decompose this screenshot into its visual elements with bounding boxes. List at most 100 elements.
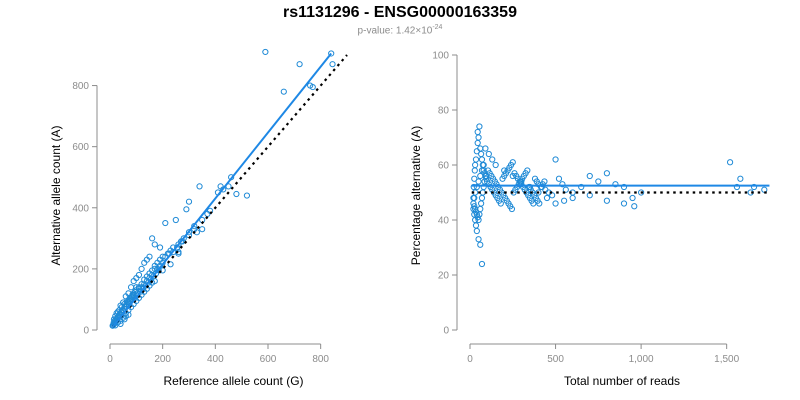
data-point [175,241,182,248]
data-point [552,200,559,207]
y-tick-label: 0 [443,326,449,337]
data-point [162,219,169,227]
data-point [569,194,576,202]
y-tick-label: 60 [438,161,450,172]
data-point [559,181,566,188]
data-point [472,156,480,163]
data-point [185,229,193,236]
data-point [472,222,480,229]
data-point [474,139,481,147]
y-tick-label: 400 [72,203,89,214]
data-point [478,167,486,174]
x-tick-label: 400 [207,354,224,365]
data-point [141,259,148,266]
x-tick-label: 800 [312,354,329,365]
data-point [629,194,636,202]
data-point [535,189,542,196]
data-point [620,183,628,191]
data-point [114,308,122,315]
data-point [726,159,734,166]
data-point [482,145,489,152]
left-scatter-panel: 0 200 400 600 800 0 200 400 600 800 Reference alle… [49,48,348,388]
data-point [185,198,193,205]
data-point [121,316,128,323]
data-point [233,190,240,198]
data-point [509,159,516,166]
data-point [473,183,480,191]
data-point [167,261,174,268]
data-point [586,172,593,180]
data-point [471,203,478,210]
data-point [478,194,486,202]
data-point [555,175,563,182]
data-point [474,128,481,136]
data-point [497,200,504,207]
data-point [475,134,482,141]
data-point [750,183,758,191]
data-point [737,175,744,182]
data-point [480,161,487,169]
data-point [243,192,251,199]
data-point [473,227,480,235]
data-point [112,313,119,320]
data-point [481,178,488,185]
data-point [117,320,124,327]
data-point [478,156,486,163]
data-point [130,278,137,285]
data-point [262,48,269,56]
data-point [172,216,179,224]
data-point [561,197,568,204]
data-point [478,260,486,268]
data-point [603,170,610,177]
data-point [475,236,482,243]
data-point [471,175,478,182]
data-point [477,241,484,248]
data-point [478,200,485,207]
right-scatter-panel: 0 500 1,000 1,500 0 20 40 60 80 100 Total number o… [409,51,770,388]
data-point [109,322,116,329]
chart-title: rs1131296 - ENSG00000163359 [283,4,517,21]
x-tick-label: 0 [107,354,113,365]
data-point [501,167,508,174]
y-tick-label: 200 [72,264,89,275]
data-point [138,265,145,272]
y-tick-label: 40 [438,216,450,227]
data-point [595,178,602,185]
y-tick-label: 800 [72,81,89,92]
data-point [509,172,516,180]
data-point [199,226,206,233]
data-point [612,181,619,188]
data-point [110,316,118,323]
y-tick-label: 20 [438,271,450,282]
data-point [536,200,543,207]
data-point [477,205,484,213]
data-point [471,167,478,174]
data-point [620,200,628,207]
data-point [156,244,164,251]
data-point [127,284,135,291]
data-point [220,186,227,193]
y-tick-label: 600 [72,142,89,153]
x-tick-label: 1,000 [629,354,654,365]
data-point [524,167,531,174]
data-point [296,61,303,68]
data-point [479,189,486,196]
data-point [125,311,132,318]
y-tick-label: 100 [432,51,449,62]
data-point [470,183,477,191]
data-point [552,156,559,163]
data-point [476,123,483,130]
y-tick-label: 80 [438,106,450,117]
data-point [562,186,569,193]
data-point [473,211,480,218]
x-tick-label: 0 [467,354,473,365]
data-point [151,241,158,248]
data-point [477,172,484,180]
data-point [578,183,585,191]
data-point [492,161,499,169]
data-point [149,235,156,242]
data-point [183,206,190,213]
data-point [470,200,477,207]
reference-line [111,54,348,328]
